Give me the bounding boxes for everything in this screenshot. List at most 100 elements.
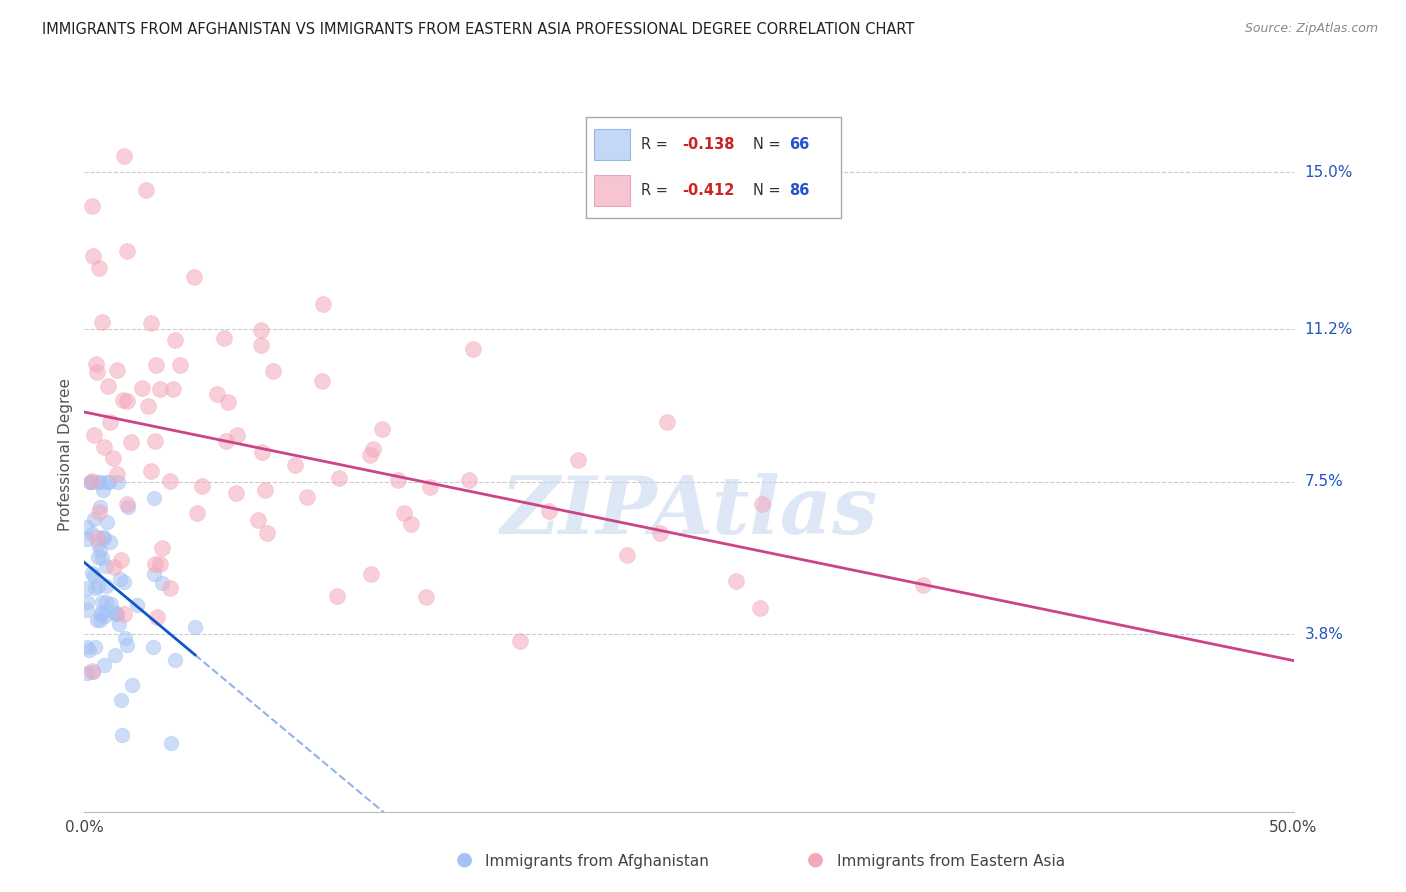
Point <box>94 558 117 573</box>
Point <box>83 428 105 442</box>
Point <box>105 467 128 482</box>
Point <box>76 640 98 655</box>
Point <box>250 337 273 351</box>
Point <box>392 506 415 520</box>
Point <box>371 422 394 436</box>
Point <box>82 665 104 679</box>
Point <box>84 582 107 596</box>
Point <box>361 442 384 456</box>
Point <box>725 574 748 589</box>
Point <box>360 566 382 581</box>
Point <box>165 333 187 347</box>
Point <box>205 387 228 401</box>
Point <box>90 607 112 621</box>
Point <box>103 605 125 619</box>
Point <box>145 358 167 372</box>
Point <box>76 603 98 617</box>
Point <box>96 475 118 489</box>
Point <box>105 607 128 621</box>
Point <box>150 576 173 591</box>
Point <box>114 632 136 646</box>
Point <box>83 512 105 526</box>
Point <box>86 613 108 627</box>
Point <box>509 634 531 648</box>
Point <box>110 693 132 707</box>
Point <box>326 590 349 604</box>
Point <box>89 613 111 627</box>
Point <box>76 595 98 609</box>
Point <box>141 316 163 330</box>
Point <box>90 595 112 609</box>
Text: ●: ● <box>807 850 824 869</box>
Point <box>76 519 98 533</box>
Point <box>537 504 560 518</box>
Point <box>100 535 122 549</box>
Point <box>112 148 135 162</box>
Point <box>105 607 128 622</box>
Point <box>82 249 104 263</box>
Point <box>655 415 678 429</box>
Point <box>91 550 114 565</box>
Point <box>115 244 138 258</box>
Point <box>212 331 235 345</box>
Point <box>80 664 103 678</box>
Point <box>250 445 273 459</box>
Point <box>105 363 128 377</box>
Point <box>911 578 934 592</box>
Point <box>143 557 166 571</box>
Point <box>115 497 138 511</box>
Point <box>90 605 112 619</box>
Point <box>89 260 111 275</box>
Point <box>108 617 131 632</box>
Point <box>149 558 172 572</box>
Point <box>567 452 589 467</box>
Text: ZIPAtlas: ZIPAtlas <box>501 474 877 550</box>
Point <box>184 620 207 634</box>
Y-axis label: Professional Degree: Professional Degree <box>58 378 73 532</box>
Point <box>89 475 111 489</box>
Point <box>225 486 247 500</box>
Point <box>163 653 186 667</box>
FancyBboxPatch shape <box>593 129 630 160</box>
Point <box>149 382 172 396</box>
Text: 66: 66 <box>789 137 810 153</box>
Point <box>110 552 132 566</box>
Point <box>87 475 110 489</box>
Point <box>254 483 277 497</box>
Point <box>98 415 121 429</box>
Text: N =: N = <box>752 184 785 198</box>
Point <box>91 483 114 498</box>
Point <box>107 475 129 489</box>
Point <box>311 297 333 311</box>
Text: Immigrants from Eastern Asia: Immigrants from Eastern Asia <box>837 854 1064 869</box>
Point <box>100 597 122 611</box>
Point <box>131 381 153 395</box>
Point <box>80 199 103 213</box>
Point <box>160 736 183 750</box>
Point <box>136 399 159 413</box>
Point <box>98 475 121 489</box>
Point <box>84 640 107 654</box>
Point <box>82 566 104 581</box>
Point <box>162 383 184 397</box>
Point <box>127 598 149 612</box>
Point <box>401 516 423 531</box>
Point <box>616 548 638 562</box>
Point <box>328 470 350 484</box>
Text: R =: R = <box>641 184 672 198</box>
Point <box>86 531 108 545</box>
Point <box>215 434 238 449</box>
Text: N =: N = <box>752 137 785 153</box>
Point <box>415 590 437 604</box>
Point <box>80 475 103 489</box>
Point <box>86 365 108 379</box>
Point <box>463 343 485 357</box>
Point <box>76 532 98 546</box>
Point <box>76 665 98 680</box>
Point <box>89 500 111 515</box>
Point <box>94 595 117 609</box>
Point <box>217 395 239 409</box>
Point <box>86 579 108 593</box>
Point <box>283 458 305 473</box>
Point <box>111 728 134 742</box>
